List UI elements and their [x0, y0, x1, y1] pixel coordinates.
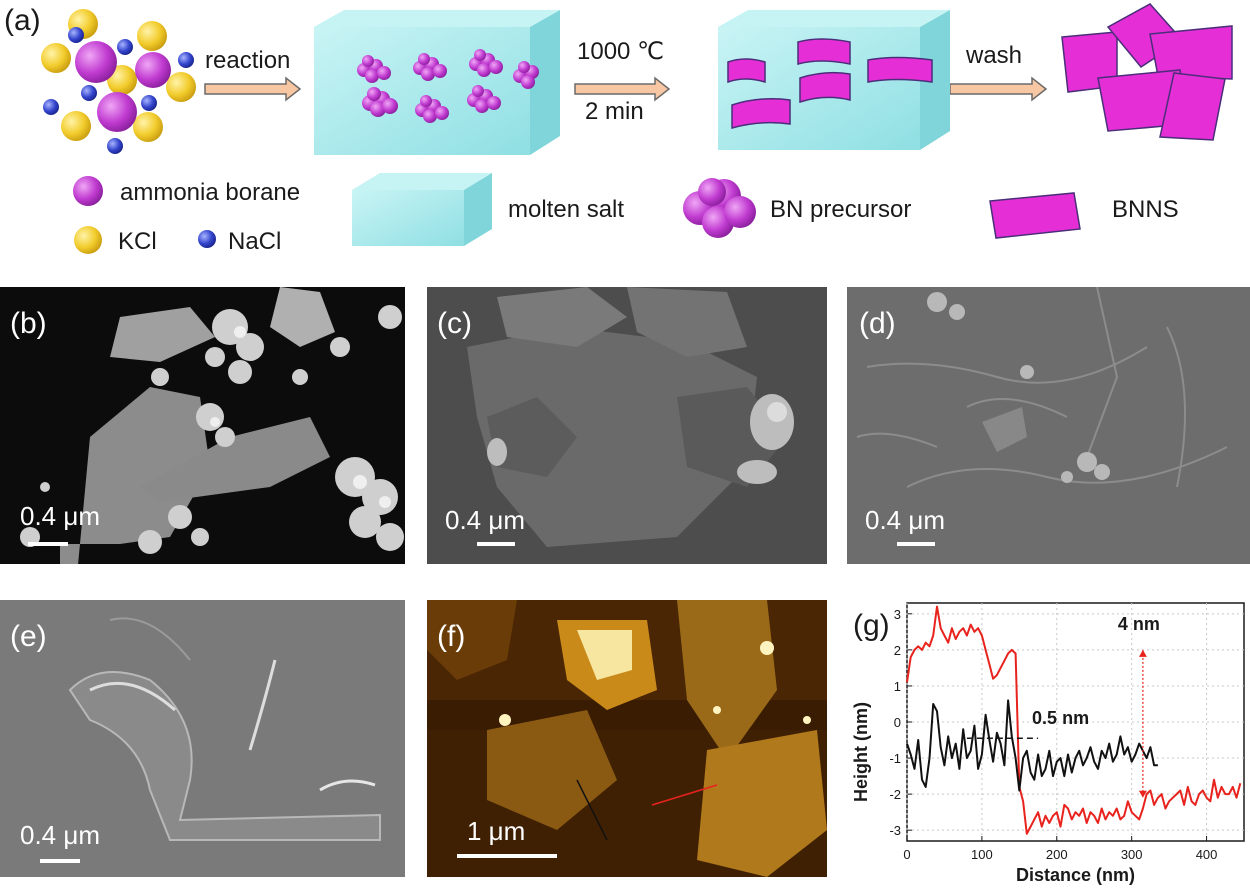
- x-axis-label: Distance (nm): [1016, 865, 1135, 885]
- scale-bar-e: [40, 859, 80, 863]
- legend-bn-precursor-icon: [683, 178, 756, 238]
- panel-label-f: (f): [437, 620, 466, 653]
- molten-salt-box-sheets: [718, 10, 950, 150]
- legend-ammonia-borane-icon: [73, 176, 103, 206]
- scale-label-e: 0.4 μm: [20, 820, 101, 850]
- y-tick-label: 1: [894, 679, 901, 694]
- scale-bar-f: [457, 854, 557, 858]
- annotation-4nm-arrowhead-up: [1138, 649, 1147, 657]
- y-tick-label: 3: [894, 607, 901, 622]
- panel-c-sem-image: (c) 0.4 μm: [427, 287, 827, 564]
- panel-label-c: (c): [437, 307, 472, 340]
- step-label-reaction: reaction: [205, 47, 291, 74]
- legend-label-nacl: NaCl: [228, 228, 282, 255]
- step-label-temperature: 1000 ℃: [577, 38, 665, 65]
- series-line-red: [906, 605, 1242, 835]
- legend-kcl-icon: [74, 226, 102, 254]
- arrow-reaction: [204, 76, 302, 102]
- y-tick-label: 0: [894, 715, 901, 730]
- legend-label-kcl: KCl: [118, 228, 157, 255]
- arrow-heat: [574, 76, 671, 102]
- panel-g-height-profile: 3 2 1 0 -1 -2 -3 0 100 200 300 400 Distance (nm) Heig…: [845, 595, 1250, 885]
- panel-label-d: (d): [859, 307, 896, 340]
- scale-label-b: 0.4 μm: [20, 501, 101, 531]
- x-tick-label: 100: [971, 847, 993, 862]
- series-line-black: [906, 699, 1158, 792]
- y-tick-label: 2: [894, 643, 901, 658]
- panel-label-a: (a): [4, 4, 41, 37]
- annotation-4nm-arrowhead-down: [1138, 790, 1147, 798]
- panel-e-sem-image: (e) 0.4 μm: [0, 600, 405, 877]
- scale-label-c: 0.4 μm: [445, 505, 526, 535]
- legend-label-molten-salt: molten salt: [508, 196, 625, 223]
- x-tick-label: 400: [1196, 847, 1218, 862]
- scale-label-f: 1 μm: [467, 816, 526, 846]
- legend-label-bn-precursor: BN precursor: [770, 196, 912, 223]
- panel-a-schematic: [41, 3, 1233, 254]
- x-tick-label: 200: [1046, 847, 1068, 862]
- y-axis-label: Height (nm): [851, 702, 871, 802]
- panel-f-afm-image: (f) 1 μm: [427, 600, 827, 877]
- legend-label-ammonia-borane: ammonia borane: [120, 179, 301, 206]
- legend-molten-salt-icon: [352, 173, 492, 246]
- reactant-mixture-cluster: [41, 9, 196, 154]
- y-tick-label: -2: [889, 787, 901, 802]
- molten-salt-box-precursor: [314, 10, 560, 155]
- step-label-wash: wash: [966, 42, 1023, 69]
- x-tick-label: 0: [903, 847, 910, 862]
- legend-bnns-icon: [989, 192, 1081, 239]
- annotation-4nm-label: 4 nm: [1118, 614, 1160, 634]
- y-tick-label: -1: [889, 751, 901, 766]
- panel-label-g: (g): [853, 609, 890, 642]
- y-tick-label: -3: [889, 823, 901, 838]
- bnns-product-sheets: [1061, 3, 1233, 141]
- scale-bar-d: [897, 542, 935, 546]
- legend-label-bnns: BNNS: [1112, 196, 1179, 223]
- scale-bar-b: [28, 542, 68, 546]
- panel-label-e: (e): [10, 620, 47, 653]
- panel-d-sem-image: (d) 0.4 μm: [847, 287, 1250, 564]
- annotation-05nm-label: 0.5 nm: [1032, 708, 1089, 728]
- arrow-wash: [949, 76, 1048, 102]
- panel-label-b: (b): [10, 307, 47, 340]
- panel-b-sem-image: (b) 0.4 μm: [0, 287, 405, 564]
- step-label-time: 2 min: [585, 98, 644, 125]
- x-tick-label: 300: [1121, 847, 1143, 862]
- scale-label-d: 0.4 μm: [865, 505, 946, 535]
- legend-nacl-icon: [198, 230, 216, 248]
- scale-bar-c: [477, 542, 515, 546]
